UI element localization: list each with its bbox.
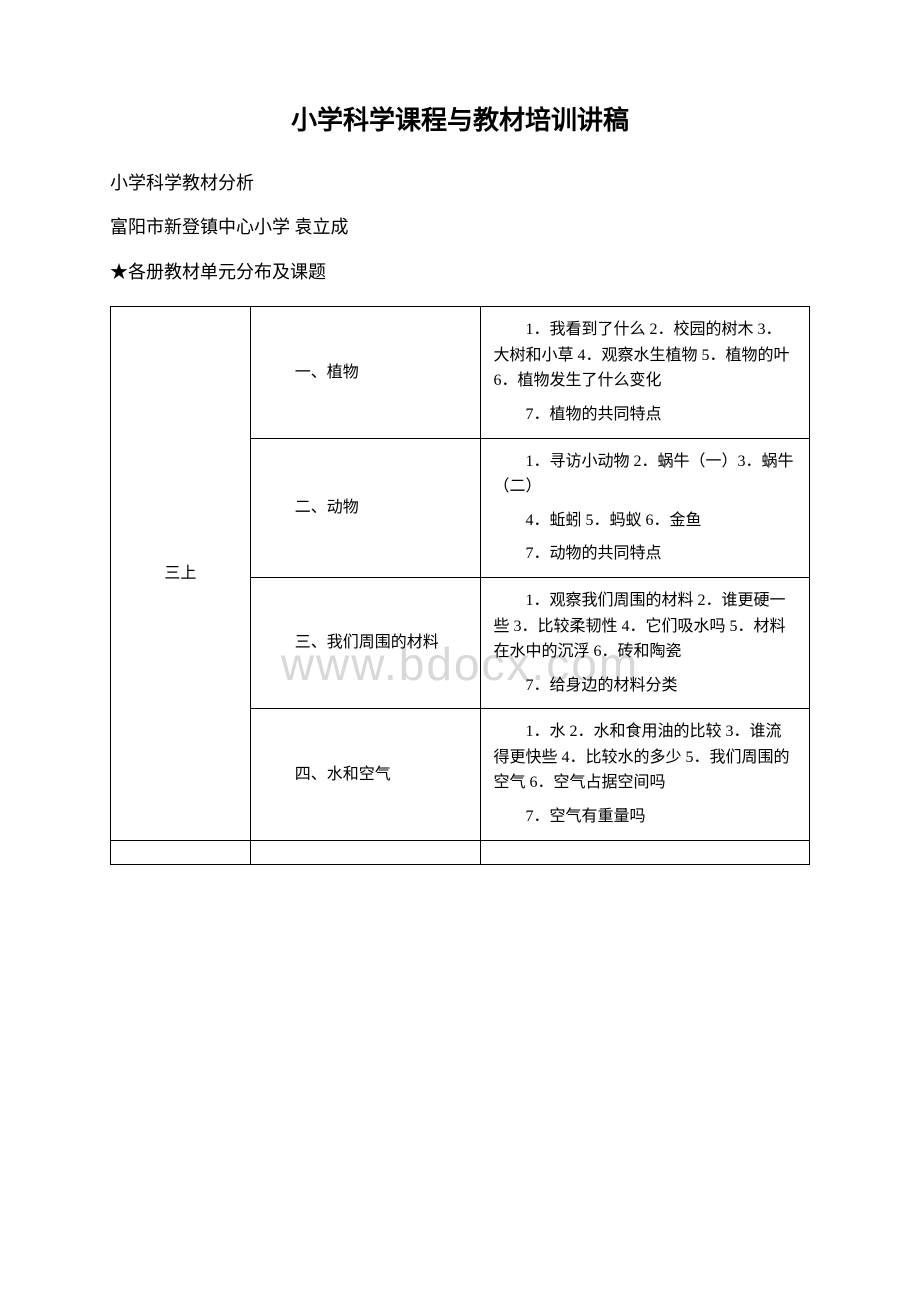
- unit-cell: 二、动物: [250, 438, 481, 577]
- subtitle: 小学科学教材分析: [110, 167, 810, 199]
- content-text: 7．植物的共同特点: [493, 402, 797, 428]
- unit-cell: 三、我们周围的材料: [250, 577, 481, 708]
- table-row: [111, 840, 810, 864]
- content-text: 7．空气有重量吗: [493, 804, 797, 830]
- unit-label: 一、植物: [263, 360, 469, 386]
- unit-label: 四、水和空气: [263, 762, 469, 788]
- unit-label: 二、动物: [263, 495, 469, 521]
- grade-cell: 三上: [111, 307, 251, 841]
- empty-cell: [481, 840, 810, 864]
- unit-label: 三、我们周围的材料: [263, 630, 469, 656]
- content-text: 1．我看到了什么 2．校园的树木 3．大树和小草 4．观察水生植物 5．植物的叶…: [493, 317, 797, 394]
- table-row: 三上 一、植物 1．我看到了什么 2．校园的树木 3．大树和小草 4．观察水生植…: [111, 307, 810, 438]
- section-header: ★各册教材单元分布及课题: [110, 256, 810, 288]
- author-line: 富阳市新登镇中心小学 袁立成: [110, 211, 810, 243]
- content-text: 7．给身边的材料分类: [493, 673, 797, 699]
- page-title: 小学科学课程与教材培训讲稿: [110, 100, 810, 137]
- content-cell: 1．水 2．水和食用油的比较 3．谁流得更快些 4．比较水的多少 5．我们周围的…: [481, 709, 810, 840]
- content-text: 1．水 2．水和食用油的比较 3．谁流得更快些 4．比较水的多少 5．我们周围的…: [493, 719, 797, 796]
- content-cell: 1．寻访小动物 2．蜗牛（一）3．蜗牛（二） 4．蚯蚓 5．蚂蚁 6．金鱼 7．…: [481, 438, 810, 577]
- content-text: 4．蚯蚓 5．蚂蚁 6．金鱼: [493, 508, 797, 534]
- content-text: 1．寻访小动物 2．蜗牛（一）3．蜗牛（二）: [493, 449, 797, 500]
- content-text: 7．动物的共同特点: [493, 541, 797, 567]
- content-cell: 1．观察我们周围的材料 2．谁更硬一些 3．比较柔韧性 4．它们吸水吗 5．材料…: [481, 577, 810, 708]
- curriculum-table: 三上 一、植物 1．我看到了什么 2．校园的树木 3．大树和小草 4．观察水生植…: [110, 306, 810, 865]
- content-text: 1．观察我们周围的材料 2．谁更硬一些 3．比较柔韧性 4．它们吸水吗 5．材料…: [493, 588, 797, 665]
- content-cell: 1．我看到了什么 2．校园的树木 3．大树和小草 4．观察水生植物 5．植物的叶…: [481, 307, 810, 438]
- unit-cell: 四、水和空气: [250, 709, 481, 840]
- empty-cell: [250, 840, 481, 864]
- empty-cell: [111, 840, 251, 864]
- unit-cell: 一、植物: [250, 307, 481, 438]
